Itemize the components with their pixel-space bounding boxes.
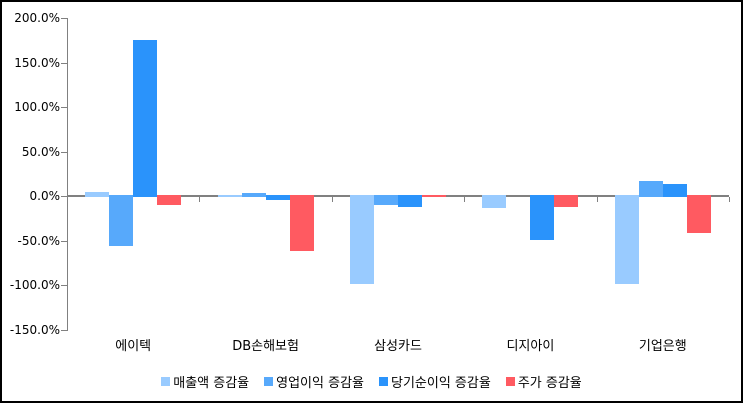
legend-item: 당기순이익 증감율 [379,372,491,391]
bar-영업이익 증감율-에이텍 [109,195,134,246]
y-axis-tick-label: -100.0% [9,278,60,292]
y-axis-tick-label: -150.0% [9,322,60,337]
x-axis-category-label: 디지아이 [506,339,555,354]
y-axis-tick-mark [61,107,67,108]
legend: 매출액 증감율 영업이익 증감율 당기순이익 증감율 주가 증감율 [2,372,741,391]
legend-marker-icon [161,377,171,386]
bar-주가 증감율-DB손해보험 [289,195,314,252]
x-axis-tick-mark [729,197,730,202]
y-axis-tick-label: 50.0% [21,144,60,159]
x-axis-tick-mark [199,197,201,202]
bar-당기순이익 증감율-DB손해보험 [265,195,290,201]
legend-label: 당기순이익 증감율 [391,376,491,391]
y-axis-tick-label: 0.0% [29,189,61,203]
legend-marker-icon [505,377,515,386]
y-axis-tick-mark [61,240,67,242]
bar-영업이익 증감율-삼성카드 [374,195,398,205]
y-axis-tick-mark [61,62,67,64]
y-axis-tick-mark [61,329,67,331]
legend-item: 주가 증감율 [505,372,582,391]
bar-주가 증감율-디지아이 [554,195,579,208]
x-axis-category-label: 에이텍 [115,339,152,354]
legend-label: 영업이익 증감율 [276,376,364,391]
bar-영업이익 증감율-DB손해보험 [241,192,266,197]
bar-매출액 증감율-삼성카드 [350,195,374,284]
bar-매출액 증감율-디지아이 [482,195,507,209]
legend-marker-icon [379,377,388,386]
bar-매출액 증감율-기업은행 [614,195,639,284]
x-axis-category-label: 기업은행 [638,339,687,354]
legend-marker-icon [264,377,274,386]
y-axis-tick-mark [61,196,67,197]
bar-당기순이익 증감율-디지아이 [530,195,555,240]
bar-당기순이익 증감율-삼성카드 [398,195,422,208]
x-axis-tick-mark [464,197,466,202]
bar-주가 증감율-기업은행 [686,195,711,234]
y-axis-line [67,18,68,331]
y-axis-tick-label: 150.0% [14,55,60,70]
bar-당기순이익 증감율-기업은행 [662,183,687,197]
legend-label: 매출액 증감율 [173,376,250,391]
x-axis-tick-mark [596,197,598,202]
y-axis-tick-mark [61,151,67,153]
legend-label: 주가 증감율 [517,376,582,391]
bar-영업이익 증감율-기업은행 [638,180,663,197]
bar-매출액 증감율-에이텍 [85,191,110,197]
x-axis-category-label: DB손해보험 [232,339,299,354]
legend-item: 영업이익 증감율 [264,372,364,391]
y-axis-tick-label: 100.0% [14,100,60,114]
bar-주가 증감율-삼성카드 [422,195,446,197]
bar-당기순이익 증감율-에이텍 [133,40,158,197]
legend-item: 매출액 증감율 [161,372,249,391]
bar-매출액 증감율-DB손해보험 [217,195,242,197]
y-axis-tick-label: -50.0% [17,233,60,248]
y-axis-tick-label: 200.0% [14,11,60,25]
bar-주가 증감율-에이텍 [157,195,182,205]
x-axis-category-label: 삼성카드 [374,339,422,354]
y-axis-tick-mark [61,285,67,286]
y-axis-tick-mark [61,18,67,19]
x-axis-tick-mark [331,197,333,202]
